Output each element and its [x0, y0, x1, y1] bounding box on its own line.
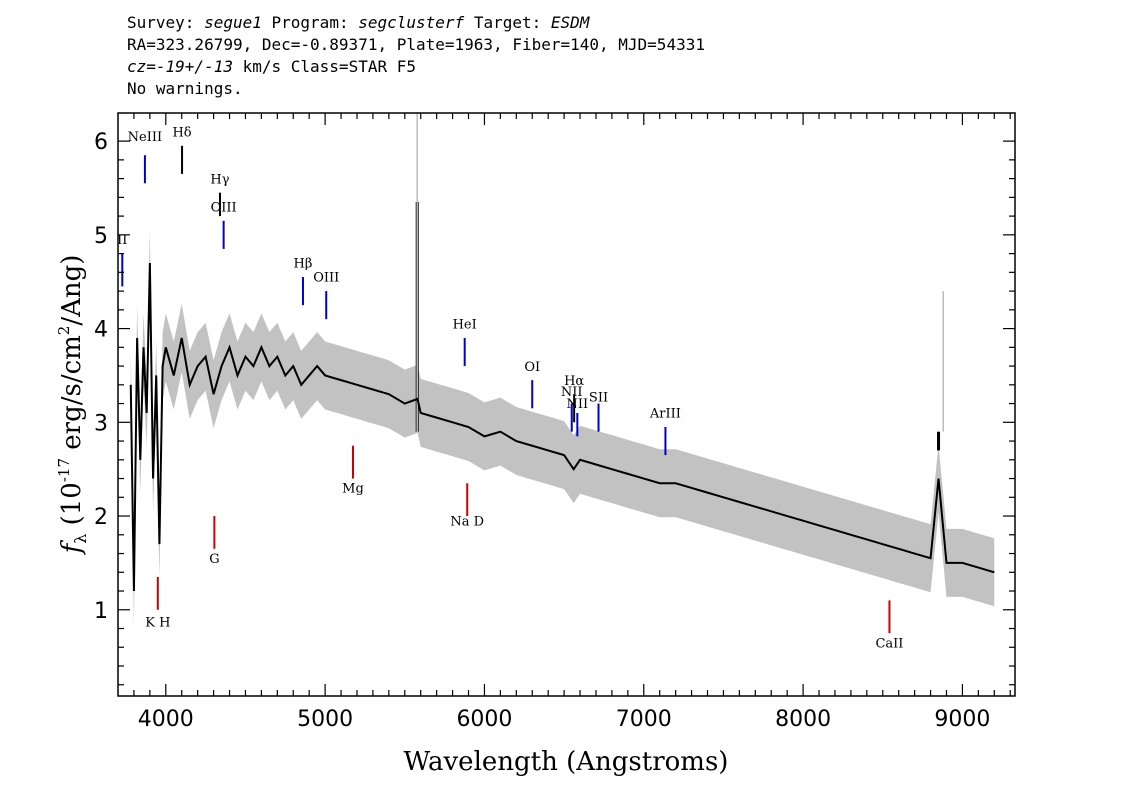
- line-label: Na D: [450, 514, 484, 529]
- y-tick-label: 6: [94, 130, 108, 155]
- svg-text:fλ (10-17 erg/s/cm2/Ang): fλ (10-17 erg/s/cm2/Ang): [55, 255, 90, 556]
- y-axis-label: fλ (10-17 erg/s/cm2/Ang): [55, 255, 90, 556]
- header-warnings-line: No warnings.: [127, 79, 243, 98]
- x-tick-label: 7000: [616, 707, 672, 732]
- line-label: G: [209, 552, 219, 567]
- header-coords-line: RA=323.26799, Dec=-0.89371, Plate=1963, …: [127, 35, 705, 54]
- y-tick-label: 3: [94, 411, 108, 436]
- plot-frame: [117, 112, 1016, 697]
- line-label: K H: [145, 616, 170, 631]
- line-label: Hγ: [210, 172, 229, 187]
- y-tick-label: 4: [94, 318, 108, 343]
- x-tick-label: 4000: [138, 707, 194, 732]
- line-label: OI: [524, 360, 540, 375]
- target-value: ESDM: [550, 13, 590, 32]
- line-label: SII: [589, 391, 608, 406]
- line-label: Hα: [564, 374, 584, 389]
- y-tick-label: 1: [94, 599, 108, 624]
- x-tick-label: 9000: [934, 707, 990, 732]
- header-survey-line: Survey: segue1 Program: segclusterf Targ…: [127, 12, 705, 34]
- line-label: NeIII: [128, 130, 162, 145]
- line-label: Hβ: [294, 257, 313, 272]
- line-label: HeI: [453, 318, 477, 333]
- survey-label: Survey:: [127, 13, 195, 32]
- line-label: CaII: [875, 636, 903, 651]
- y-tick-label: 2: [94, 505, 108, 530]
- line-label: NII: [561, 385, 583, 400]
- line-label: OIII: [313, 271, 339, 286]
- line-label: ArIII: [649, 407, 681, 422]
- x-axis-label: Wavelength (Angstroms): [404, 747, 729, 777]
- flux-line: [129, 262, 995, 592]
- line-label: OIII: [211, 200, 237, 215]
- x-tick-label: 6000: [456, 707, 512, 732]
- error-band: [130, 228, 995, 626]
- cz-value: cz=-19+/-13: [127, 57, 233, 76]
- x-tick-label: 8000: [775, 707, 831, 732]
- spectrum-header: Survey: segue1 Program: segclusterf Targ…: [127, 12, 705, 100]
- line-label: NII: [567, 397, 589, 412]
- line-label: II: [117, 233, 127, 248]
- target-label: Target:: [473, 13, 542, 32]
- cz-class: km/s Class=STAR F5: [232, 57, 416, 76]
- header-cz-line: cz=-19+/-13 km/s Class=STAR F5: [127, 56, 705, 78]
- line-label: Mg: [342, 482, 364, 497]
- x-tick-label: 5000: [297, 707, 353, 732]
- survey-value: segue1: [204, 13, 262, 32]
- y-tick-label: 5: [94, 224, 108, 249]
- line-label: Hδ: [172, 125, 191, 140]
- program-label: Program:: [271, 13, 349, 32]
- axis-ticks: 4000 5000 6000 7000 8000 9000 1 2 3 4 5 6: [94, 113, 1015, 732]
- program-value: segclusterf: [358, 13, 465, 32]
